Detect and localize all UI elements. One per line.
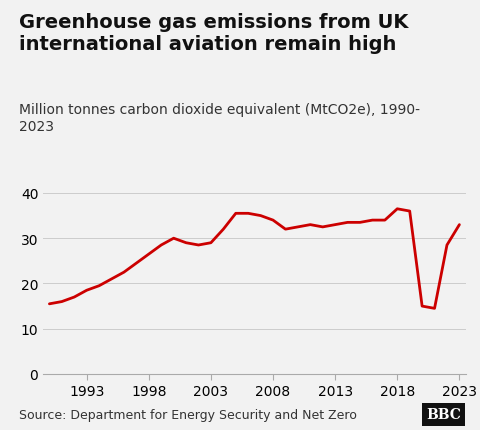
Text: Million tonnes carbon dioxide equivalent (MtCO2e), 1990-
2023: Million tonnes carbon dioxide equivalent… xyxy=(19,103,420,133)
Text: Greenhouse gas emissions from UK
international aviation remain high: Greenhouse gas emissions from UK interna… xyxy=(19,13,408,54)
Text: Source: Department for Energy Security and Net Zero: Source: Department for Energy Security a… xyxy=(19,408,357,421)
Text: BBC: BBC xyxy=(426,408,461,421)
